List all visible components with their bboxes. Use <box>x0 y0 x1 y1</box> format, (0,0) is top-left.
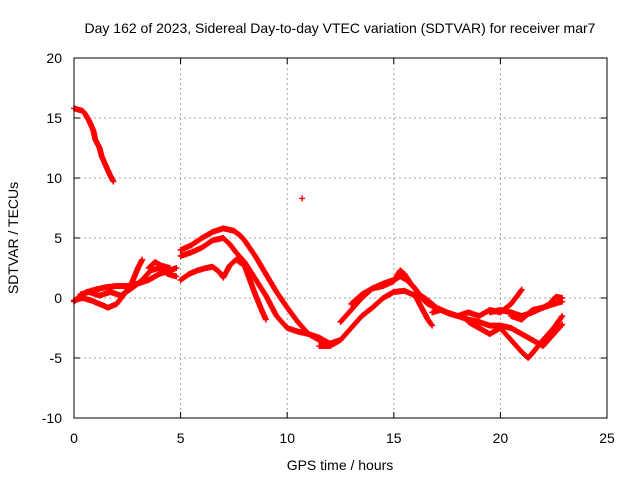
series-trace-n <box>508 293 566 323</box>
series-trace-d <box>145 259 173 271</box>
tick-labels: 0 5 10 15 20 25 -10 -5 0 5 10 15 20 <box>42 50 615 446</box>
point-markers <box>299 195 306 202</box>
point-markers <box>71 105 117 185</box>
chart-title: Day 162 of 2023, Sidereal Day-to-day VTE… <box>85 20 596 36</box>
y-tick-label: 10 <box>46 170 62 186</box>
series-trace-h <box>316 287 436 349</box>
y-axis-title: SDTVAR / TECUs <box>5 182 21 294</box>
series-trace-f <box>177 235 333 347</box>
series-early-high-arc <box>71 105 117 185</box>
y-tick-label: -5 <box>50 350 63 366</box>
x-tick-label: 5 <box>177 430 185 446</box>
y-tick-label: 15 <box>46 110 62 126</box>
plot-frame <box>73 57 608 419</box>
point-markers <box>465 313 566 361</box>
point-markers <box>177 235 333 347</box>
point-markers <box>508 293 566 323</box>
series-trace-l <box>465 313 566 361</box>
series-isolated-point <box>299 195 306 202</box>
grid <box>74 58 607 418</box>
data-points <box>71 105 566 361</box>
point-markers <box>145 259 173 271</box>
x-tick-label: 25 <box>599 430 615 446</box>
x-tick-label: 15 <box>386 430 402 446</box>
point-markers <box>77 265 180 299</box>
x-tick-label: 0 <box>70 430 78 446</box>
y-tick-label: 0 <box>54 290 62 306</box>
x-tick-label: 20 <box>493 430 509 446</box>
y-tick-label: 20 <box>46 50 62 66</box>
y-tick-label: -10 <box>42 410 62 426</box>
point-markers <box>177 256 269 323</box>
series-trace-g <box>177 256 269 323</box>
y-tick-label: 5 <box>54 230 62 246</box>
x-tick-label: 10 <box>279 430 295 446</box>
point-markers <box>316 287 436 349</box>
series-trace-c <box>77 265 180 299</box>
x-axis-title: GPS time / hours <box>287 457 394 473</box>
